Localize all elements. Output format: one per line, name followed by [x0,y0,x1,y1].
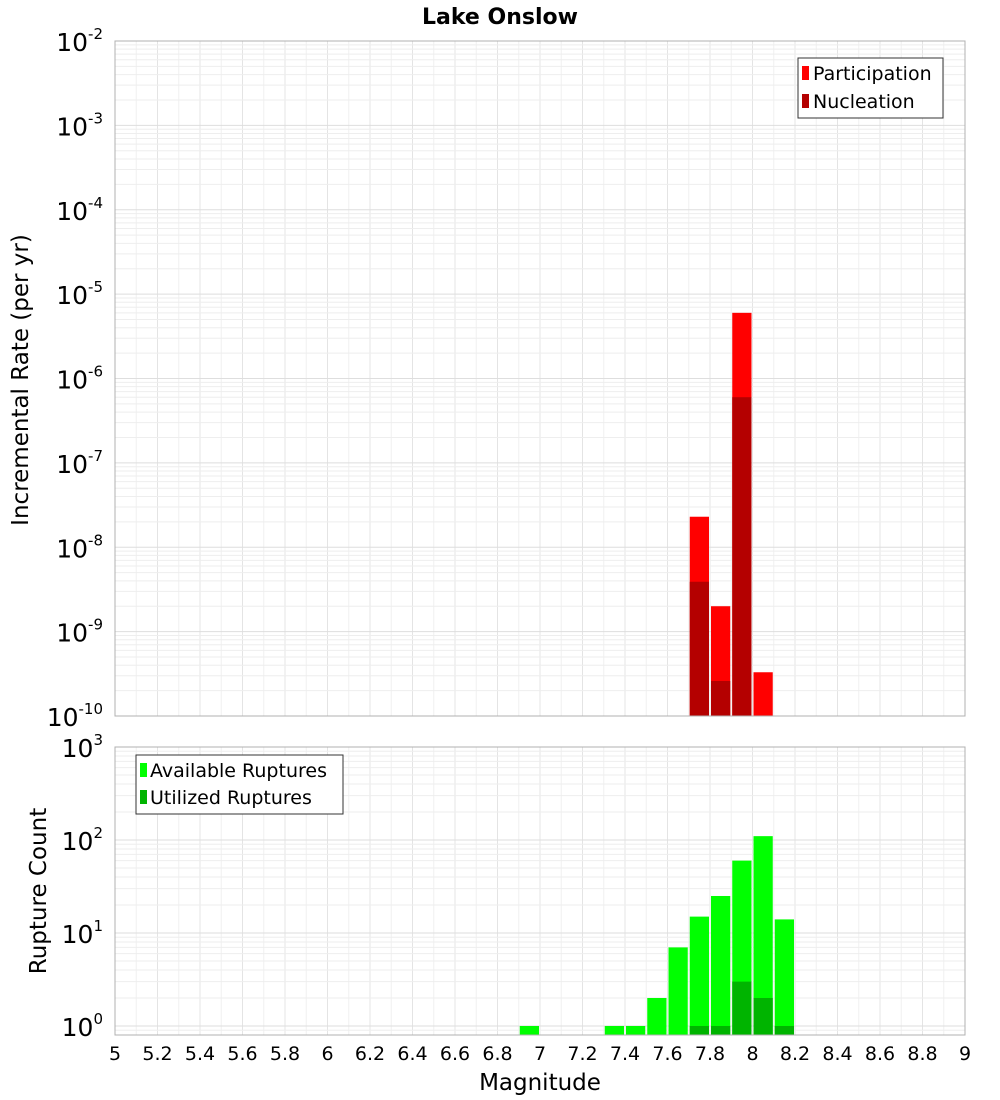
bottom-y-tick-label: 102 [62,824,103,856]
x-tick-label: 8.8 [907,1043,937,1065]
x-tick-label: 5 [109,1043,121,1065]
x-tick-label: 8.4 [822,1043,852,1065]
top-panel: 10-2 10-3 10-4 10-5 10-6 10-7 10-8 10-9 10-10 In… [8,25,966,732]
top-gridlines [114,41,966,717]
x-tick-label: 6.4 [397,1043,427,1065]
bottom-legend: Available Ruptures Utilized Ruptures [135,754,344,815]
bottom-legend-box [135,754,344,815]
top-legend-box [797,57,944,119]
top-bar-nucleation-0 [689,581,709,716]
bottom-bar-available-ruptures-8 [753,836,773,1035]
x-tick-label: 5.6 [227,1043,257,1065]
top-y-tick-label: 10-3 [56,109,103,141]
top-y-tick-label: 10-9 [56,616,103,648]
bottom-bar-available-ruptures-2 [626,1025,646,1035]
x-tick-label: 6 [321,1043,333,1065]
x-tick-label: 7.4 [610,1043,640,1065]
top-y-tick-label: 10-7 [56,447,103,479]
bottom-y-tick-label: 103 [62,731,103,763]
legend-swatch-nucleation [802,94,809,108]
x-axis-ticks: 5 5.2 5.4 5.6 5.8 6 6.2 6.4 6.6 6.8 7 7.2 7.4 7.6 7.8 8… [109,1043,971,1065]
bottom-bar-utilized-ruptures-4 [774,1025,794,1035]
x-tick-label: 5.2 [142,1043,172,1065]
x-tick-label: 5.8 [270,1043,300,1065]
x-tick-label: 7.6 [652,1043,682,1065]
bottom-panel: 103 102 101 100 5 5.2 5.4 5.6 5.8 6 6.2 6.4 6.6 6.8 7… [26,731,971,1096]
bottom-bar-utilized-ruptures-1 [711,1025,731,1035]
x-tick-label: 8 [746,1043,758,1065]
top-plot-border [114,40,966,717]
x-tick-label: 8.2 [780,1043,810,1065]
x-tick-label: 6.8 [482,1043,512,1065]
top-y-tick-label: 10-4 [56,194,103,226]
top-y-tick-label: 10-5 [56,278,103,310]
top-y-tick-label: 10-8 [56,531,103,563]
legend-label-participation: Participation [813,63,932,85]
x-tick-label: 7.8 [695,1043,725,1065]
top-y-tick-label: 10-2 [56,25,103,57]
x-tick-label: 5.4 [185,1043,215,1065]
bottom-bar-utilized-ruptures-2 [732,981,752,1035]
x-tick-label: 7 [534,1043,546,1065]
x-tick-label: 6.2 [355,1043,385,1065]
legend-label-utilized: Utilized Ruptures [150,787,312,809]
top-y-axis-label: Incremental Rate (per yr) [8,234,34,526]
bottom-y-tick-label: 100 [62,1010,103,1042]
x-tick-label: 7.2 [567,1043,597,1065]
top-bar-nucleation-2 [732,397,752,716]
bottom-bar-available-ruptures-9 [774,919,794,1035]
bottom-plot-border [114,746,966,1036]
bottom-y-ticks: 103 102 101 100 [62,731,103,1042]
bottom-y-tick-label: 101 [62,917,103,949]
bottom-bar-available-ruptures-4 [668,947,688,1035]
top-bars [689,312,773,716]
top-legend: Participation Nucleation [797,57,944,119]
bottom-bar-available-ruptures-0 [519,1025,539,1035]
bottom-y-axis-label: Rupture Count [26,808,52,974]
x-tick-label: 8.6 [865,1043,895,1065]
bottom-bar-available-ruptures-5 [689,916,709,1035]
bottom-bar-utilized-ruptures-0 [689,1025,709,1035]
top-y-tick-label: 10-10 [47,700,103,732]
bottom-bar-available-ruptures-3 [647,997,667,1035]
x-tick-label: 6.6 [440,1043,470,1065]
bottom-bar-available-ruptures-1 [604,1025,624,1035]
bottom-bars [519,836,794,1035]
x-axis-label: Magnitude [479,1070,601,1096]
legend-swatch-participation [802,66,809,80]
top-bar-nucleation-1 [711,680,731,716]
top-y-tick-label: 10-6 [56,363,103,395]
x-tick-label: 9 [959,1043,971,1065]
legend-label-available: Available Ruptures [150,760,327,782]
legend-label-nucleation: Nucleation [813,91,915,113]
bottom-bar-utilized-ruptures-3 [753,997,773,1035]
legend-swatch-available [140,763,147,777]
top-y-ticks: 10-2 10-3 10-4 10-5 10-6 10-7 10-8 10-9 10-10 [47,25,103,732]
top-bar-participation-3 [753,672,773,716]
chart-title: Lake Onslow [422,5,578,30]
bottom-bar-available-ruptures-6 [711,895,731,1035]
legend-swatch-utilized [140,790,147,804]
